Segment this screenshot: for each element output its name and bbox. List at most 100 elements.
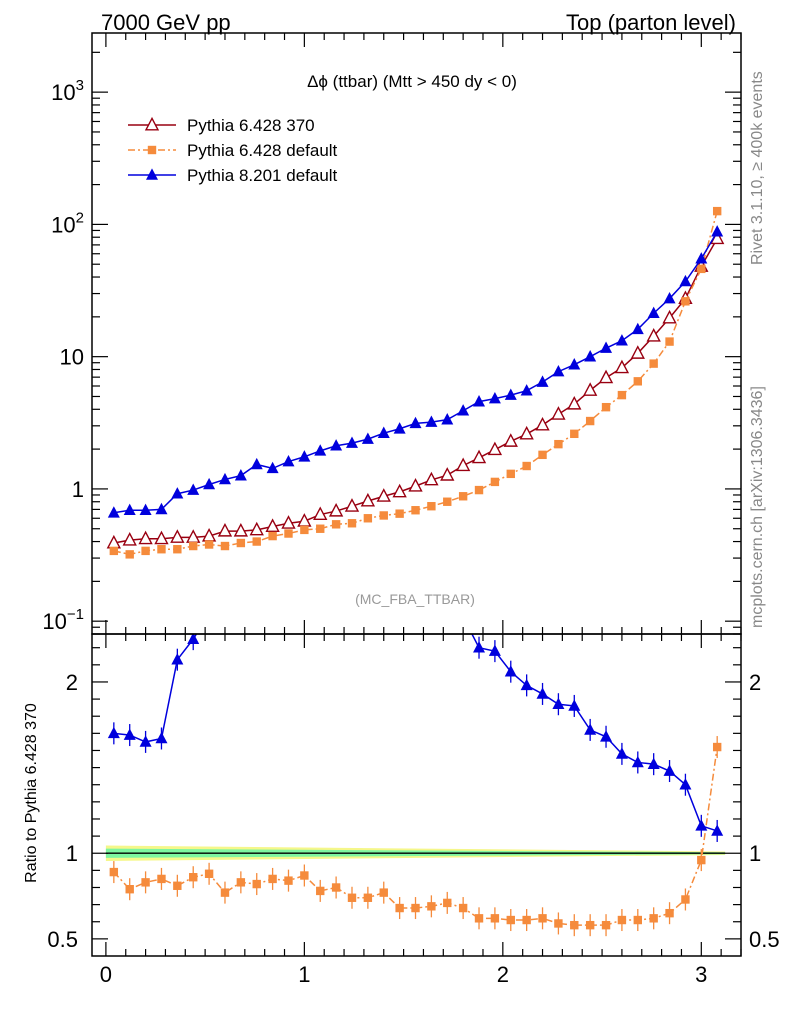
data-point	[236, 878, 246, 887]
data-point	[584, 350, 597, 362]
data-point	[107, 726, 120, 739]
data-point	[488, 644, 501, 656]
data-point	[218, 472, 231, 485]
data-point	[220, 888, 230, 897]
data-point	[344, 498, 360, 512]
data-point	[217, 522, 233, 537]
data-point	[473, 641, 486, 653]
data-point	[506, 915, 515, 925]
data-point	[328, 502, 344, 517]
ratio-panel: Ratio to Pythia 6.428 370	[23, 573, 726, 937]
data-point	[109, 546, 119, 556]
data-point	[647, 757, 660, 769]
ratio-s1-line	[113, 634, 718, 832]
data-point	[360, 492, 376, 507]
main-s0-series	[106, 230, 725, 549]
data-point	[535, 416, 550, 431]
data-point	[663, 291, 676, 304]
data-point	[536, 687, 549, 699]
data-point	[615, 334, 628, 346]
data-point	[697, 855, 706, 865]
data-point	[570, 920, 579, 930]
data-point	[376, 488, 391, 502]
data-point	[520, 678, 533, 691]
data-point	[427, 502, 436, 511]
data-point	[155, 731, 168, 744]
data-point	[313, 506, 328, 521]
data-point	[331, 520, 341, 529]
data-point	[427, 902, 436, 911]
data-point	[615, 747, 628, 759]
data-point	[123, 503, 136, 516]
data-point	[125, 550, 134, 559]
data-point	[171, 653, 184, 665]
y-tick-label-ratio-right: 0.5	[749, 927, 780, 952]
data-point	[331, 883, 341, 892]
data-point	[408, 478, 423, 492]
data-point	[204, 540, 214, 549]
data-point	[681, 895, 690, 904]
data-point	[281, 515, 296, 529]
data-point	[314, 444, 327, 456]
data-point	[554, 439, 563, 449]
data-point	[316, 524, 325, 533]
data-point	[617, 390, 627, 400]
data-point	[424, 471, 439, 486]
data-point	[554, 919, 563, 928]
data-point	[282, 454, 295, 467]
data-point	[473, 395, 486, 407]
data-point	[522, 915, 531, 925]
data-point	[697, 264, 706, 274]
data-point	[633, 915, 642, 925]
data-point	[363, 514, 373, 523]
legend: Pythia 6.428 370 Pythia 6.428 default Py…	[128, 116, 338, 185]
data-point	[567, 395, 582, 410]
rivet-label: Rivet 3.1.10, ≥ 400k events	[749, 71, 766, 265]
data-point	[598, 369, 614, 384]
data-point	[490, 914, 500, 923]
data-point	[265, 518, 280, 532]
data-point	[141, 546, 150, 556]
data-point	[585, 920, 595, 930]
data-point	[646, 328, 661, 342]
data-point	[538, 450, 547, 460]
y-tick-label-ratio: 2	[66, 670, 78, 695]
data-point	[330, 439, 343, 451]
legend-label-p6-default: Pythia 6.428 default	[187, 141, 338, 160]
data-point	[250, 457, 263, 470]
data-point	[361, 432, 374, 444]
data-point	[123, 728, 136, 740]
main-s2-series	[107, 225, 724, 518]
data-point	[363, 893, 373, 902]
data-point	[347, 519, 357, 528]
data-point	[187, 634, 200, 644]
main-s1-series	[109, 206, 722, 559]
data-point	[157, 874, 166, 884]
data-point	[440, 467, 455, 481]
data-point	[204, 869, 214, 878]
data-point	[600, 730, 613, 742]
data-point	[665, 337, 674, 346]
data-point	[297, 513, 312, 527]
data-point	[235, 573, 247, 584]
data-point	[377, 426, 390, 438]
data-point	[457, 610, 469, 621]
data-point	[379, 511, 388, 520]
data-point	[189, 873, 198, 882]
y-tick-label-main: 103	[51, 77, 84, 105]
data-point	[109, 867, 119, 877]
data-point	[570, 429, 579, 439]
data-point	[681, 297, 690, 306]
data-point	[474, 485, 484, 495]
data-point	[679, 778, 692, 790]
data-point	[551, 406, 566, 420]
data-point	[122, 532, 137, 546]
data-point	[600, 341, 613, 353]
data-point	[443, 898, 452, 908]
data-point	[568, 699, 581, 711]
data-point	[536, 375, 549, 387]
ratio-s1-series	[107, 573, 724, 842]
data-point	[568, 358, 581, 370]
data-point	[393, 422, 406, 434]
data-point	[409, 416, 422, 429]
